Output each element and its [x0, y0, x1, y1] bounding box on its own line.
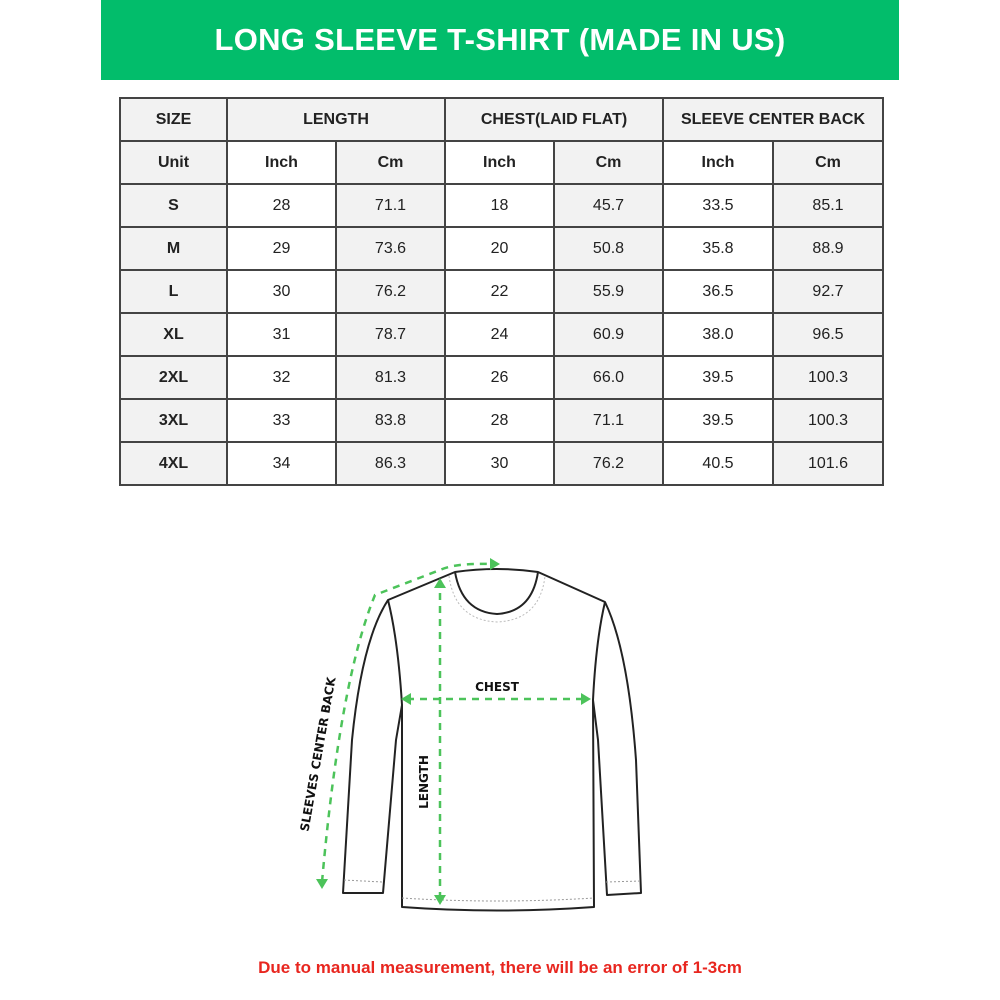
- size-cell: S: [119, 183, 228, 228]
- value-cell: 24: [444, 312, 555, 357]
- value-cell: 39.5: [662, 398, 774, 443]
- value-cell: 30: [444, 441, 555, 486]
- value-cell: 92.7: [772, 269, 884, 314]
- value-cell: 96.5: [772, 312, 884, 357]
- value-cell: 28: [226, 183, 337, 228]
- arrow-up-icon: [434, 578, 446, 588]
- chest-label: CHEST: [475, 680, 520, 694]
- value-cell: 50.8: [553, 226, 664, 271]
- size-cell: XL: [119, 312, 228, 357]
- value-cell: 88.9: [772, 226, 884, 271]
- unit-cell: Inch: [444, 140, 555, 185]
- size-cell: L: [119, 269, 228, 314]
- arrow-down-icon: [316, 879, 328, 889]
- header-size: SIZE: [119, 97, 228, 142]
- value-cell: 29: [226, 226, 337, 271]
- value-cell: 81.3: [335, 355, 446, 400]
- table-row: 4XL 34 86.3 30 76.2 40.5 101.6: [119, 441, 884, 486]
- table-row: 2XL 32 81.3 26 66.0 39.5 100.3: [119, 355, 884, 400]
- sleeve-line: [320, 562, 491, 883]
- sleeve-label: SLEEVES CENTER BACK: [298, 675, 339, 832]
- measurement-note: Due to manual measurement, there will be…: [258, 958, 742, 977]
- table-row: M 29 73.6 20 50.8 35.8 88.9: [119, 226, 884, 271]
- unit-cell: Unit: [119, 140, 228, 185]
- value-cell: 78.7: [335, 312, 446, 357]
- value-cell: 30: [226, 269, 337, 314]
- header-length: LENGTH: [226, 97, 446, 142]
- size-cell: 2XL: [119, 355, 228, 400]
- value-cell: 28: [444, 398, 555, 443]
- value-cell: 36.5: [662, 269, 774, 314]
- table-row: 3XL 33 83.8 28 71.1 39.5 100.3: [119, 398, 884, 443]
- arrow-right-icon: [490, 558, 500, 570]
- value-cell: 86.3: [335, 441, 446, 486]
- value-cell: 71.1: [553, 398, 664, 443]
- value-cell: 55.9: [553, 269, 664, 314]
- value-cell: 32: [226, 355, 337, 400]
- value-cell: 73.6: [335, 226, 446, 271]
- value-cell: 71.1: [335, 183, 446, 228]
- value-cell: 76.2: [553, 441, 664, 486]
- arrow-right-icon: [581, 693, 591, 705]
- size-cell: 3XL: [119, 398, 228, 443]
- arrow-down-icon: [434, 895, 446, 905]
- group-header-row: SIZE LENGTH CHEST(LAID FLAT) SLEEVE CENT…: [119, 97, 884, 142]
- header-sleeve: SLEEVE CENTER BACK: [662, 97, 884, 142]
- value-cell: 18: [444, 183, 555, 228]
- value-cell: 101.6: [772, 441, 884, 486]
- value-cell: 40.5: [662, 441, 774, 486]
- value-cell: 76.2: [335, 269, 446, 314]
- table-row: S 28 71.1 18 45.7 33.5 85.1: [119, 183, 884, 228]
- value-cell: 100.3: [772, 355, 884, 400]
- unit-cell: Cm: [553, 140, 664, 185]
- value-cell: 35.8: [662, 226, 774, 271]
- value-cell: 34: [226, 441, 337, 486]
- value-cell: 66.0: [553, 355, 664, 400]
- value-cell: 26: [444, 355, 555, 400]
- arrow-heads: [316, 558, 591, 905]
- size-cell: 4XL: [119, 441, 228, 486]
- value-cell: 20: [444, 226, 555, 271]
- unit-cell: Inch: [226, 140, 337, 185]
- value-cell: 100.3: [772, 398, 884, 443]
- value-cell: 60.9: [553, 312, 664, 357]
- value-cell: 85.1: [772, 183, 884, 228]
- measure-lines: [320, 562, 585, 897]
- unit-row: Unit Inch Cm Inch Cm Inch Cm: [119, 140, 884, 185]
- value-cell: 83.8: [335, 398, 446, 443]
- table-row: L 30 76.2 22 55.9 36.5 92.7: [119, 269, 884, 314]
- value-cell: 31: [226, 312, 337, 357]
- value-cell: 22: [444, 269, 555, 314]
- shirt-outline: [342, 568, 642, 912]
- title-banner: LONG SLEEVE T-SHIRT (MADE IN US): [101, 0, 899, 80]
- header-chest: CHEST(LAID FLAT): [444, 97, 664, 142]
- table-row: XL 31 78.7 24 60.9 38.0 96.5: [119, 312, 884, 357]
- unit-cell: Cm: [335, 140, 446, 185]
- unit-cell: Cm: [772, 140, 884, 185]
- value-cell: 39.5: [662, 355, 774, 400]
- size-table: SIZE LENGTH CHEST(LAID FLAT) SLEEVE CENT…: [119, 97, 884, 486]
- value-cell: 33: [226, 398, 337, 443]
- arrow-left-icon: [401, 693, 411, 705]
- value-cell: 38.0: [662, 312, 774, 357]
- length-label: LENGTH: [417, 755, 431, 809]
- value-cell: 45.7: [553, 183, 664, 228]
- unit-cell: Inch: [662, 140, 774, 185]
- value-cell: 33.5: [662, 183, 774, 228]
- size-cell: M: [119, 226, 228, 271]
